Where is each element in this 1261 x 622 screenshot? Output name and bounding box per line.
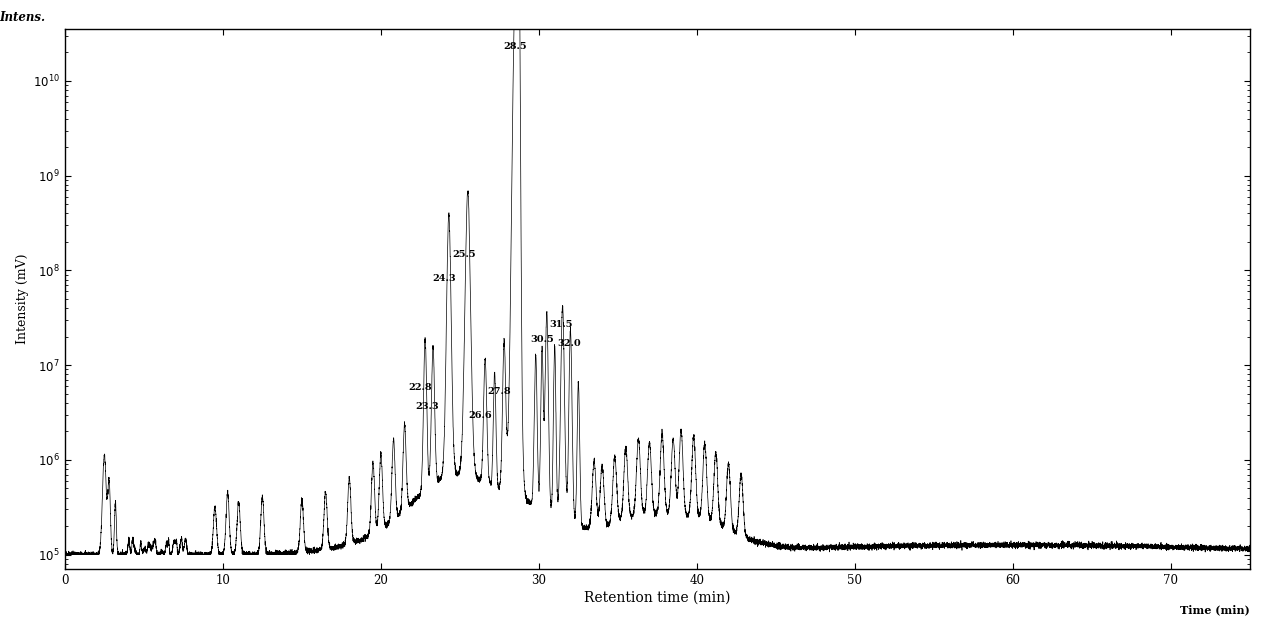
Y-axis label: Intensity (mV): Intensity (mV) bbox=[16, 254, 29, 344]
Text: 26.6: 26.6 bbox=[469, 411, 492, 420]
Text: 30.5: 30.5 bbox=[530, 335, 554, 345]
Text: Time (min): Time (min) bbox=[1180, 604, 1250, 615]
X-axis label: Retention time (min): Retention time (min) bbox=[584, 591, 730, 605]
Text: 31.5: 31.5 bbox=[550, 320, 572, 329]
Text: 24.3: 24.3 bbox=[433, 274, 456, 283]
Text: 23.3: 23.3 bbox=[416, 402, 439, 411]
Text: 22.8: 22.8 bbox=[409, 383, 433, 392]
Text: 32.0: 32.0 bbox=[557, 339, 581, 348]
Text: 28.5: 28.5 bbox=[503, 42, 527, 50]
Text: 25.5: 25.5 bbox=[453, 250, 477, 259]
Text: 27.8: 27.8 bbox=[488, 388, 511, 396]
Text: Intens.: Intens. bbox=[0, 11, 45, 24]
